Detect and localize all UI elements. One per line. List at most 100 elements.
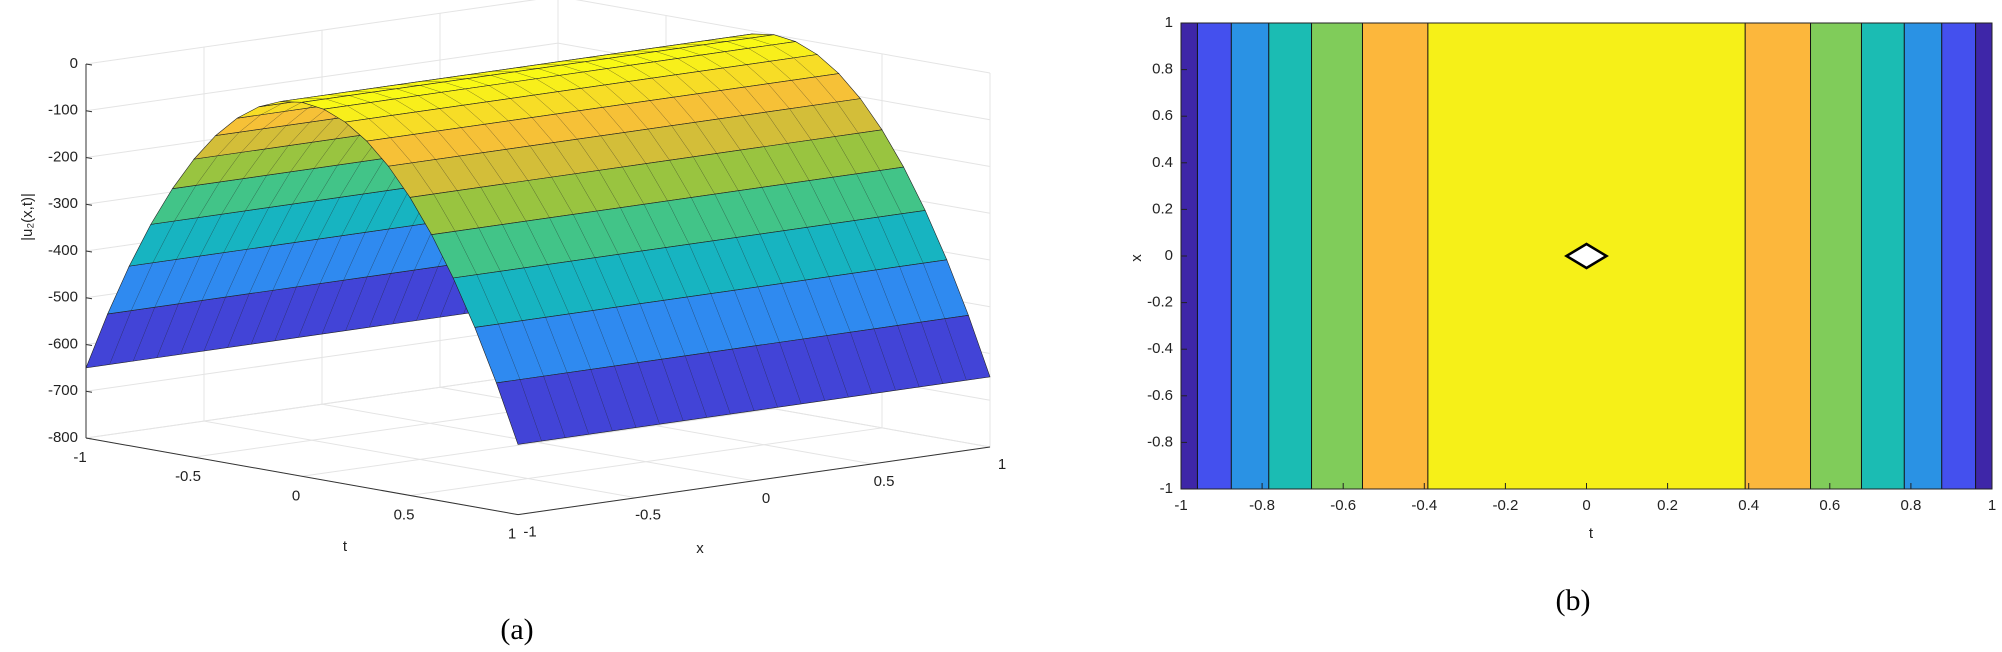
x-tick-label: 0.4 <box>1738 497 1759 514</box>
mesh-line <box>390 137 413 163</box>
mesh-line <box>367 228 389 277</box>
z-tick-label: -100 <box>48 102 78 119</box>
mesh-line <box>622 166 645 205</box>
mesh-line <box>793 57 816 78</box>
mesh-line <box>695 122 717 154</box>
mesh-line <box>351 91 373 93</box>
mesh-line <box>667 200 690 245</box>
mesh-line <box>512 81 535 96</box>
mesh-line <box>547 264 570 314</box>
mesh-line <box>720 90 743 116</box>
mesh-line <box>757 286 780 343</box>
mesh-line <box>750 37 773 46</box>
mesh-line <box>567 372 589 435</box>
mesh-line <box>679 48 702 56</box>
mesh-line <box>339 161 362 198</box>
mesh-line <box>315 164 338 201</box>
mesh-line <box>345 276 368 331</box>
mesh-line <box>516 67 539 69</box>
tick-mark <box>85 63 93 66</box>
z-tick-label: 0 <box>70 55 78 72</box>
mesh-line <box>392 115 415 135</box>
mesh-line <box>577 139 599 171</box>
mesh-line <box>826 335 849 398</box>
mesh-line <box>657 47 680 49</box>
mesh-line <box>736 237 759 287</box>
mesh-line <box>221 178 244 215</box>
mesh-line <box>649 100 672 126</box>
mesh-line <box>734 290 757 346</box>
mesh-line <box>634 50 657 52</box>
mesh-line <box>765 112 788 144</box>
mesh-line <box>392 269 415 325</box>
mesh-line <box>641 250 664 301</box>
mesh-line <box>742 115 765 147</box>
mesh-line <box>457 190 479 229</box>
mesh-line <box>363 158 385 195</box>
mesh-line <box>195 155 218 186</box>
mesh-line <box>555 113 578 140</box>
mesh-line <box>677 58 700 72</box>
mesh-line <box>298 283 321 338</box>
mesh-line <box>247 207 269 250</box>
mesh-line <box>296 239 319 288</box>
mesh-line <box>923 263 945 319</box>
mesh-line <box>288 121 311 146</box>
mesh-line <box>594 257 617 308</box>
mesh-line <box>767 83 790 109</box>
x-axis-label: t <box>1589 525 1594 542</box>
tick-mark <box>85 297 93 300</box>
mesh-line <box>313 138 336 169</box>
y-tick-label: -0.8 <box>1147 433 1173 450</box>
axis-line <box>517 446 991 516</box>
mesh-line <box>663 300 686 356</box>
mesh-line <box>443 81 466 90</box>
mesh-line <box>341 193 364 236</box>
mesh-line <box>712 240 735 291</box>
mesh-line <box>502 224 525 268</box>
mesh-line <box>858 133 881 171</box>
mesh-line <box>459 155 481 188</box>
mesh-line <box>365 190 387 233</box>
mesh-line <box>319 235 342 284</box>
mesh-line <box>455 231 477 275</box>
mesh-line <box>834 136 857 174</box>
mesh-line <box>921 322 943 384</box>
mesh-line <box>685 355 707 418</box>
mesh-line <box>877 217 900 267</box>
x-tick-label: 0.5 <box>874 473 895 490</box>
mesh-line <box>469 74 491 76</box>
mesh-line <box>653 61 676 75</box>
mesh-line <box>697 93 719 120</box>
mesh-line <box>832 177 855 221</box>
mesh-line <box>199 214 222 257</box>
mesh-line <box>369 273 391 328</box>
mesh-line <box>571 261 593 311</box>
mesh-line <box>728 37 751 39</box>
mesh-line <box>710 293 733 350</box>
mesh-line <box>225 249 248 298</box>
x-tick-label: 0 <box>1582 497 1590 514</box>
mesh-line <box>830 223 853 274</box>
mesh-line <box>413 134 436 160</box>
x-tick-label: 0.8 <box>1900 497 1921 514</box>
mesh-line <box>411 162 434 195</box>
mesh-line <box>217 132 240 156</box>
mesh-line <box>755 345 778 408</box>
mesh-line <box>201 252 224 301</box>
mesh-line <box>639 303 662 360</box>
mesh-line <box>154 259 177 308</box>
y-tick-label: 0.2 <box>1152 200 1173 217</box>
mesh-line <box>492 70 515 73</box>
mesh-line <box>785 183 808 228</box>
mesh-line <box>592 310 615 367</box>
mesh-line <box>174 185 197 222</box>
mesh-line <box>396 88 419 96</box>
mesh-line <box>390 225 413 274</box>
mesh-line <box>249 245 271 294</box>
mesh-line <box>673 97 696 123</box>
y-tick-label: -0.6 <box>1147 387 1173 404</box>
mesh-line <box>581 88 603 108</box>
mesh-line <box>647 128 670 161</box>
mesh-line <box>632 54 655 63</box>
